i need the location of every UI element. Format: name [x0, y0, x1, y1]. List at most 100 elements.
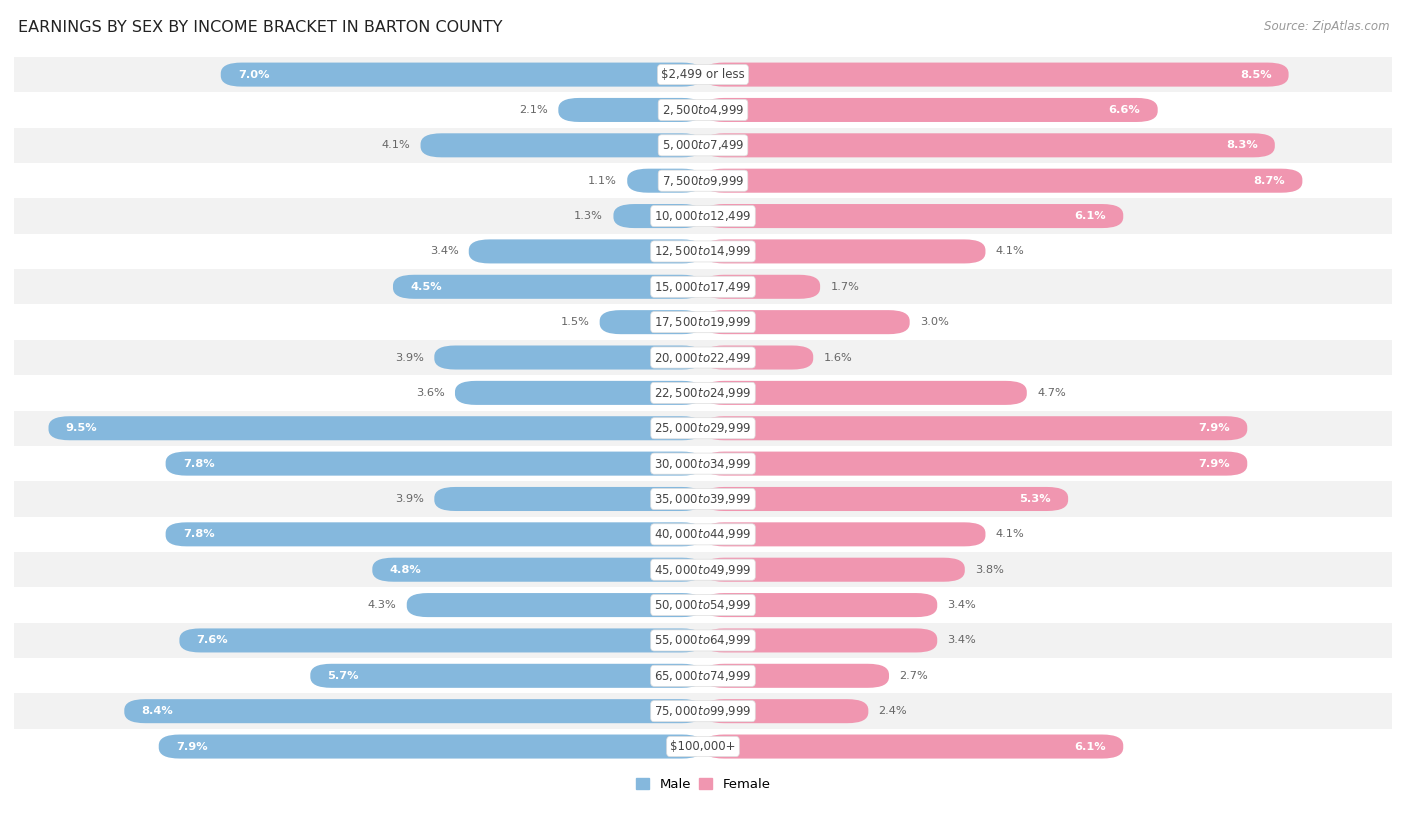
- Text: $12,500 to $14,999: $12,500 to $14,999: [654, 245, 752, 259]
- FancyBboxPatch shape: [434, 487, 703, 511]
- FancyBboxPatch shape: [703, 133, 1275, 158]
- Text: $5,000 to $7,499: $5,000 to $7,499: [662, 138, 744, 152]
- FancyBboxPatch shape: [159, 734, 703, 759]
- Text: $50,000 to $54,999: $50,000 to $54,999: [654, 598, 752, 612]
- FancyBboxPatch shape: [180, 628, 703, 653]
- Bar: [14, 481, 1392, 517]
- FancyBboxPatch shape: [613, 204, 703, 228]
- Text: 2.7%: 2.7%: [900, 671, 928, 680]
- FancyBboxPatch shape: [468, 239, 703, 263]
- Text: 7.9%: 7.9%: [1198, 459, 1230, 468]
- Text: 4.1%: 4.1%: [381, 141, 411, 150]
- FancyBboxPatch shape: [311, 663, 703, 688]
- Text: $25,000 to $29,999: $25,000 to $29,999: [654, 421, 752, 435]
- FancyBboxPatch shape: [558, 98, 703, 122]
- Text: $7,500 to $9,999: $7,500 to $9,999: [662, 174, 744, 188]
- Text: $55,000 to $64,999: $55,000 to $64,999: [654, 633, 752, 647]
- FancyBboxPatch shape: [406, 593, 703, 617]
- Text: 3.4%: 3.4%: [430, 246, 458, 256]
- Text: 6.1%: 6.1%: [1074, 741, 1107, 751]
- FancyBboxPatch shape: [703, 275, 820, 299]
- Text: 4.7%: 4.7%: [1038, 388, 1066, 398]
- Text: 6.1%: 6.1%: [1074, 211, 1107, 221]
- Text: 6.6%: 6.6%: [1109, 105, 1140, 115]
- Bar: [14, 623, 1392, 659]
- Text: $100,000+: $100,000+: [671, 740, 735, 753]
- Text: 3.4%: 3.4%: [948, 600, 976, 610]
- Text: $10,000 to $12,499: $10,000 to $12,499: [654, 209, 752, 223]
- FancyBboxPatch shape: [392, 275, 703, 299]
- Text: $35,000 to $39,999: $35,000 to $39,999: [654, 492, 752, 506]
- Text: 8.4%: 8.4%: [142, 706, 173, 716]
- Text: 3.4%: 3.4%: [948, 636, 976, 646]
- FancyBboxPatch shape: [627, 168, 703, 193]
- FancyBboxPatch shape: [166, 451, 703, 476]
- Text: 3.8%: 3.8%: [976, 565, 1004, 575]
- Text: 7.8%: 7.8%: [183, 459, 215, 468]
- Bar: [14, 198, 1392, 234]
- FancyBboxPatch shape: [703, 63, 1289, 87]
- Text: 1.5%: 1.5%: [561, 317, 589, 327]
- Bar: [14, 128, 1392, 163]
- Bar: [14, 304, 1392, 340]
- FancyBboxPatch shape: [703, 451, 1247, 476]
- Text: $22,500 to $24,999: $22,500 to $24,999: [654, 386, 752, 400]
- Bar: [14, 57, 1392, 92]
- Text: $65,000 to $74,999: $65,000 to $74,999: [654, 669, 752, 683]
- Text: $75,000 to $99,999: $75,000 to $99,999: [654, 704, 752, 718]
- Text: 1.3%: 1.3%: [574, 211, 603, 221]
- FancyBboxPatch shape: [599, 310, 703, 334]
- Text: 4.1%: 4.1%: [995, 246, 1025, 256]
- Text: 1.6%: 1.6%: [824, 353, 852, 363]
- Text: 1.7%: 1.7%: [831, 282, 859, 292]
- FancyBboxPatch shape: [434, 346, 703, 370]
- FancyBboxPatch shape: [703, 522, 986, 546]
- Text: 3.9%: 3.9%: [395, 494, 425, 504]
- FancyBboxPatch shape: [703, 98, 1157, 122]
- Text: $40,000 to $44,999: $40,000 to $44,999: [654, 528, 752, 541]
- Bar: [14, 340, 1392, 375]
- Text: 8.5%: 8.5%: [1240, 70, 1271, 80]
- Bar: [14, 693, 1392, 729]
- Bar: [14, 163, 1392, 198]
- FancyBboxPatch shape: [703, 628, 938, 653]
- Text: 2.1%: 2.1%: [519, 105, 548, 115]
- Bar: [14, 517, 1392, 552]
- Text: 7.6%: 7.6%: [197, 636, 228, 646]
- Text: $2,499 or less: $2,499 or less: [661, 68, 745, 81]
- Bar: [14, 233, 1392, 269]
- Bar: [14, 587, 1392, 623]
- FancyBboxPatch shape: [703, 239, 986, 263]
- FancyBboxPatch shape: [703, 204, 1123, 228]
- Text: 9.5%: 9.5%: [66, 424, 97, 433]
- Legend: Male, Female: Male, Female: [630, 773, 776, 797]
- Text: 1.1%: 1.1%: [588, 176, 617, 185]
- Text: 4.5%: 4.5%: [411, 282, 441, 292]
- Text: $17,500 to $19,999: $17,500 to $19,999: [654, 315, 752, 329]
- Bar: [14, 552, 1392, 587]
- Text: 7.8%: 7.8%: [183, 529, 215, 539]
- FancyBboxPatch shape: [420, 133, 703, 158]
- Bar: [14, 659, 1392, 693]
- Bar: [14, 729, 1392, 764]
- Bar: [14, 446, 1392, 481]
- Text: 7.0%: 7.0%: [238, 70, 270, 80]
- Bar: [14, 92, 1392, 128]
- Text: $30,000 to $34,999: $30,000 to $34,999: [654, 457, 752, 471]
- FancyBboxPatch shape: [703, 663, 889, 688]
- Text: EARNINGS BY SEX BY INCOME BRACKET IN BARTON COUNTY: EARNINGS BY SEX BY INCOME BRACKET IN BAR…: [18, 20, 503, 35]
- Text: 3.0%: 3.0%: [920, 317, 949, 327]
- FancyBboxPatch shape: [373, 558, 703, 582]
- Text: 5.7%: 5.7%: [328, 671, 359, 680]
- FancyBboxPatch shape: [48, 416, 703, 441]
- FancyBboxPatch shape: [703, 416, 1247, 441]
- FancyBboxPatch shape: [703, 558, 965, 582]
- FancyBboxPatch shape: [124, 699, 703, 724]
- FancyBboxPatch shape: [703, 346, 813, 370]
- FancyBboxPatch shape: [703, 310, 910, 334]
- Text: Source: ZipAtlas.com: Source: ZipAtlas.com: [1264, 20, 1389, 33]
- Text: 7.9%: 7.9%: [176, 741, 208, 751]
- Text: 5.3%: 5.3%: [1019, 494, 1050, 504]
- Text: 4.8%: 4.8%: [389, 565, 422, 575]
- Text: 3.6%: 3.6%: [416, 388, 444, 398]
